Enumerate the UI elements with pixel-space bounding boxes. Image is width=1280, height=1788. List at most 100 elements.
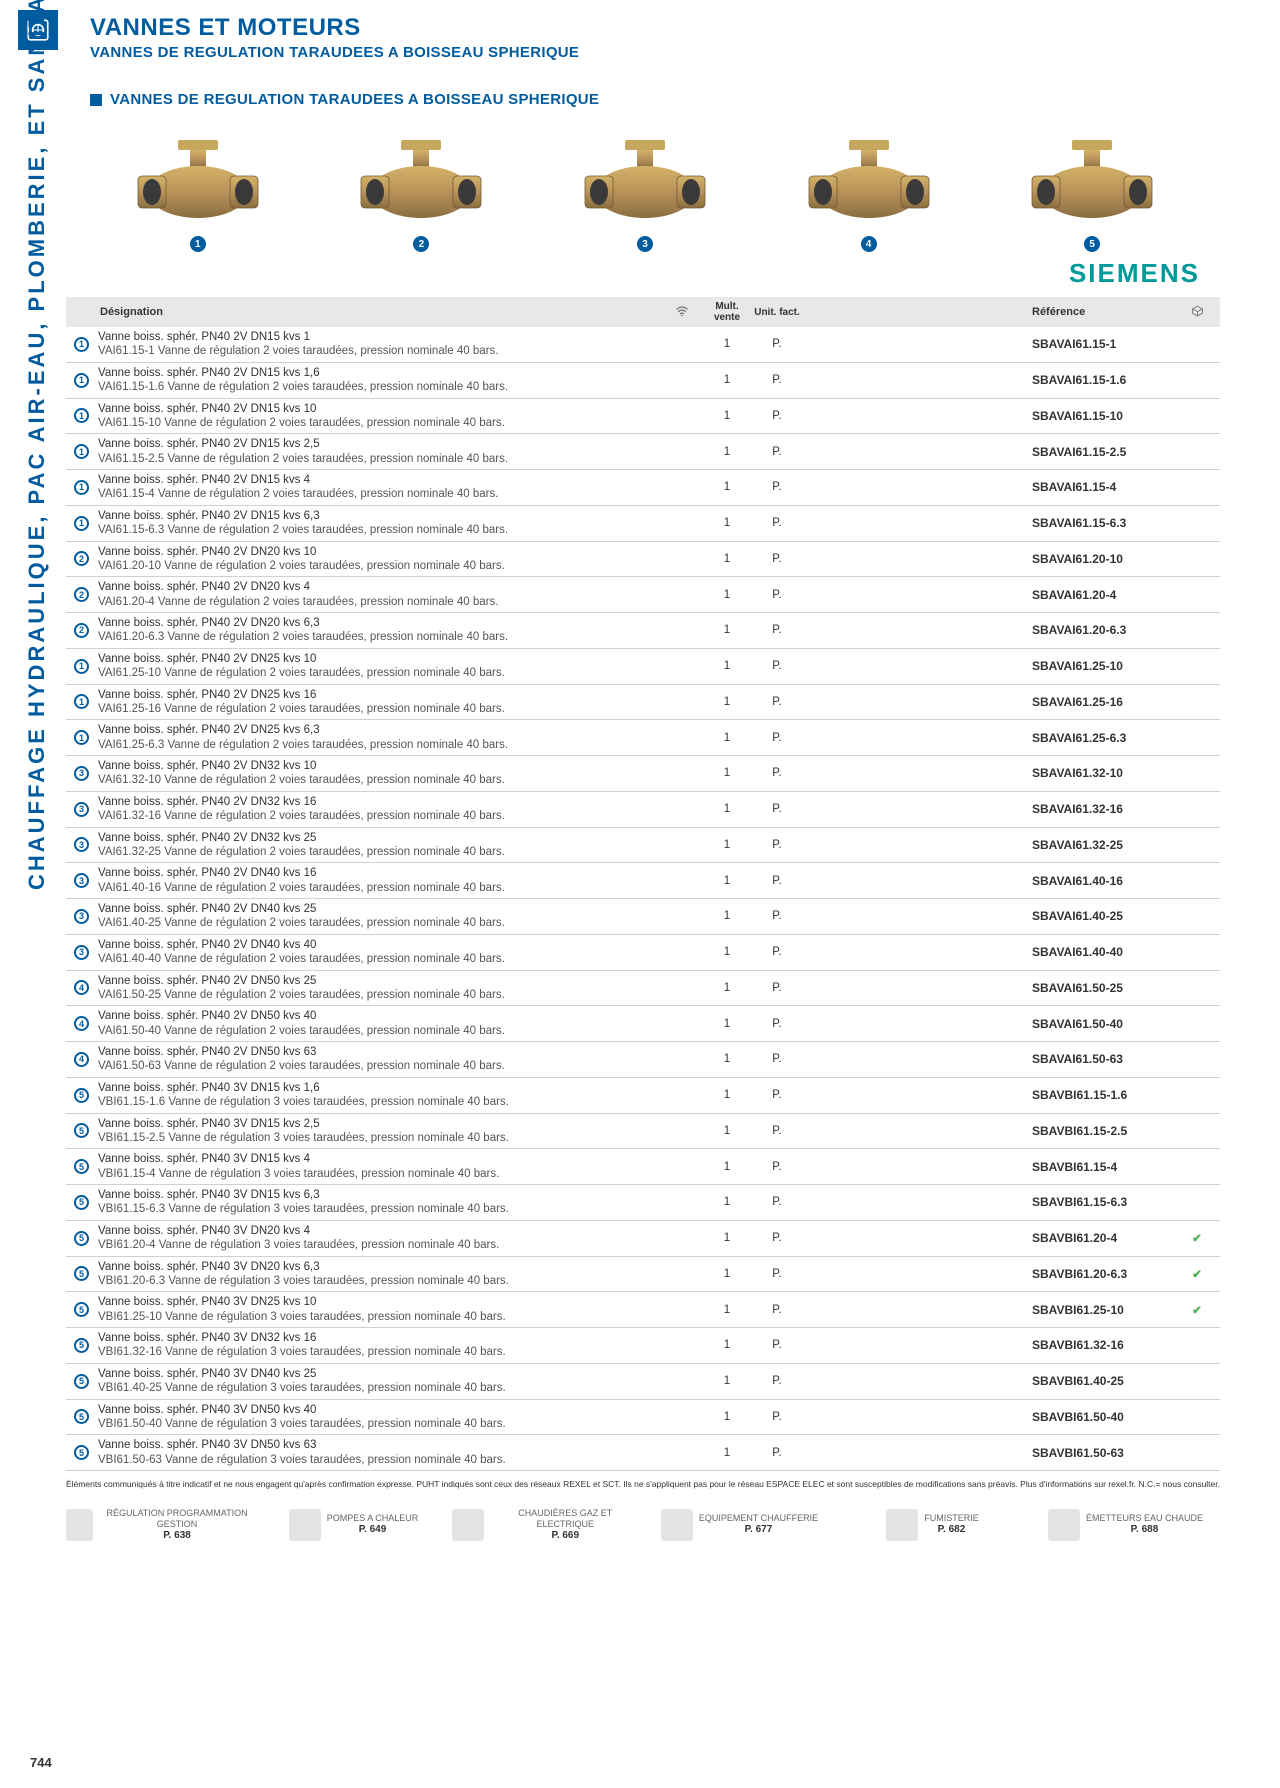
row-number: 1	[74, 659, 98, 674]
row-number: 5	[74, 1266, 98, 1281]
row-mult: 1	[702, 1268, 752, 1280]
row-unit: P.	[752, 374, 802, 386]
row-reference: SBAVAI61.15-6.3	[1032, 516, 1182, 530]
row-designation: Vanne boiss. sphér. PN40 2V DN20 kvs 10 …	[98, 545, 662, 574]
row-designation: Vanne boiss. sphér. PN40 3V DN25 kvs 10 …	[98, 1295, 662, 1324]
table-row: 1 Vanne boiss. sphér. PN40 2V DN25 kvs 1…	[66, 685, 1220, 721]
row-designation: Vanne boiss. sphér. PN40 3V DN20 kvs 6,3…	[98, 1260, 662, 1289]
row-reference: SBAVAI61.50-25	[1032, 981, 1182, 995]
row-number: 1	[74, 694, 98, 709]
row-reference: SBAVAI61.15-1	[1032, 337, 1182, 351]
product-number-badge: 5	[1084, 236, 1100, 252]
row-number: 4	[74, 980, 98, 995]
table-row: 1 Vanne boiss. sphér. PN40 2V DN15 kvs 1…	[66, 399, 1220, 435]
row-mult: 1	[702, 446, 752, 458]
row-number: 5	[74, 1338, 98, 1353]
row-unit: P.	[752, 946, 802, 958]
row-stock-check: ✔	[1182, 1303, 1212, 1317]
table-row: 3 Vanne boiss. sphér. PN40 2V DN32 kvs 2…	[66, 828, 1220, 864]
row-unit: P.	[752, 553, 802, 565]
footer-nav-thumb	[886, 1509, 918, 1541]
footer-nav-label: CHAUDIÈRES GAZ ET ELECTRIQUEP. 669	[490, 1508, 642, 1542]
brand-logo: SIEMENS	[0, 254, 1280, 297]
section-bullet-icon	[90, 94, 102, 106]
footer-nav-item[interactable]: CHAUDIÈRES GAZ ET ELECTRIQUEP. 669	[452, 1508, 641, 1542]
footer-nav-thumb	[1048, 1509, 1080, 1541]
row-unit: P.	[752, 1447, 802, 1459]
row-number: 5	[74, 1195, 98, 1210]
row-reference: SBAVAI61.40-40	[1032, 945, 1182, 959]
footer-nav-item[interactable]: RÉGULATION PROGRAMMATION GESTIONP. 638	[66, 1508, 255, 1542]
product-image-row: 1 2 3	[0, 114, 1280, 254]
row-unit: P.	[752, 1018, 802, 1030]
row-reference: SBAVAI61.25-10	[1032, 659, 1182, 673]
row-mult: 1	[702, 410, 752, 422]
row-mult: 1	[702, 660, 752, 672]
footer-nav-item[interactable]: POMPES A CHALEURP. 649	[259, 1509, 448, 1541]
row-mult: 1	[702, 589, 752, 601]
row-reference: SBAVBI61.20-6.3	[1032, 1267, 1182, 1281]
row-designation: Vanne boiss. sphér. PN40 2V DN15 kvs 1 V…	[98, 330, 662, 359]
row-unit: P.	[752, 338, 802, 350]
row-mult: 1	[702, 732, 752, 744]
row-mult: 1	[702, 481, 752, 493]
row-unit: P.	[752, 982, 802, 994]
footer-nav-item[interactable]: ÉMETTEURS EAU CHAUDEP. 688	[1031, 1509, 1220, 1541]
row-number: 5	[74, 1374, 98, 1389]
row-designation: Vanne boiss. sphér. PN40 2V DN15 kvs 6,3…	[98, 509, 662, 538]
row-reference: SBAVBI61.15-1.6	[1032, 1088, 1182, 1102]
row-number: 3	[74, 909, 98, 924]
row-number: 1	[74, 444, 98, 459]
row-unit: P.	[752, 1196, 802, 1208]
footer-nav-thumb	[452, 1509, 484, 1541]
table-row: 3 Vanne boiss. sphér. PN40 2V DN32 kvs 1…	[66, 756, 1220, 792]
vertical-category-label: CHAUFFAGE HYDRAULIQUE, PAC AIR-EAU, PLOM…	[24, 0, 50, 890]
row-number: 1	[74, 337, 98, 352]
row-number: 1	[74, 730, 98, 745]
row-mult: 1	[702, 1196, 752, 1208]
product-number-badge: 3	[637, 236, 653, 252]
row-designation: Vanne boiss. sphér. PN40 2V DN40 kvs 40 …	[98, 938, 662, 967]
row-number: 2	[74, 551, 98, 566]
col-reference: Référence	[1032, 306, 1182, 318]
row-reference: SBAVAI61.25-16	[1032, 695, 1182, 709]
row-mult: 1	[702, 517, 752, 529]
product-image: 1	[90, 132, 306, 252]
disclaimer-text: Éléments communiqués à titre indicatif e…	[0, 1471, 1280, 1498]
table-row: 5 Vanne boiss. sphér. PN40 3V DN25 kvs 1…	[66, 1292, 1220, 1328]
row-mult: 1	[702, 1232, 752, 1244]
row-mult: 1	[702, 767, 752, 779]
row-number: 3	[74, 945, 98, 960]
footer-nav-item[interactable]: EQUIPEMENT CHAUFFERIEP. 677	[645, 1509, 834, 1541]
row-unit: P.	[752, 410, 802, 422]
product-image: 4	[761, 132, 977, 252]
row-number: 4	[74, 1052, 98, 1067]
footer-navigation: RÉGULATION PROGRAMMATION GESTIONP. 638 P…	[0, 1498, 1280, 1556]
row-designation: Vanne boiss. sphér. PN40 3V DN15 kvs 2,5…	[98, 1117, 662, 1146]
table-row: 2 Vanne boiss. sphér. PN40 2V DN20 kvs 4…	[66, 577, 1220, 613]
row-mult: 1	[702, 1375, 752, 1387]
row-reference: SBAVAI61.25-6.3	[1032, 731, 1182, 745]
product-image: 3	[537, 132, 753, 252]
row-number: 4	[74, 1016, 98, 1031]
row-designation: Vanne boiss. sphér. PN40 3V DN50 kvs 40 …	[98, 1403, 662, 1432]
product-number-badge: 1	[190, 236, 206, 252]
valve-illustration	[799, 132, 939, 230]
page-title: VANNES ET MOTEURS	[90, 14, 1250, 42]
row-reference: SBAVAI61.20-6.3	[1032, 623, 1182, 637]
product-image: 2	[314, 132, 530, 252]
row-designation: Vanne boiss. sphér. PN40 3V DN40 kvs 25 …	[98, 1367, 662, 1396]
table-row: 1 Vanne boiss. sphér. PN40 2V DN25 kvs 1…	[66, 649, 1220, 685]
row-mult: 1	[702, 803, 752, 815]
row-mult: 1	[702, 1125, 752, 1137]
page-subtitle: VANNES DE REGULATION TARAUDEES A BOISSEA…	[90, 44, 1250, 61]
table-row: 5 Vanne boiss. sphér. PN40 3V DN15 kvs 2…	[66, 1114, 1220, 1150]
row-reference: SBAVBI61.20-4	[1032, 1231, 1182, 1245]
row-designation: Vanne boiss. sphér. PN40 3V DN15 kvs 4 V…	[98, 1152, 662, 1181]
row-number: 3	[74, 873, 98, 888]
row-designation: Vanne boiss. sphér. PN40 3V DN20 kvs 4 V…	[98, 1224, 662, 1253]
footer-nav-label: FUMISTERIEP. 682	[924, 1513, 979, 1536]
footer-nav-item[interactable]: FUMISTERIEP. 682	[838, 1509, 1027, 1541]
row-designation: Vanne boiss. sphér. PN40 2V DN15 kvs 1,6…	[98, 366, 662, 395]
valve-illustration	[351, 132, 491, 230]
